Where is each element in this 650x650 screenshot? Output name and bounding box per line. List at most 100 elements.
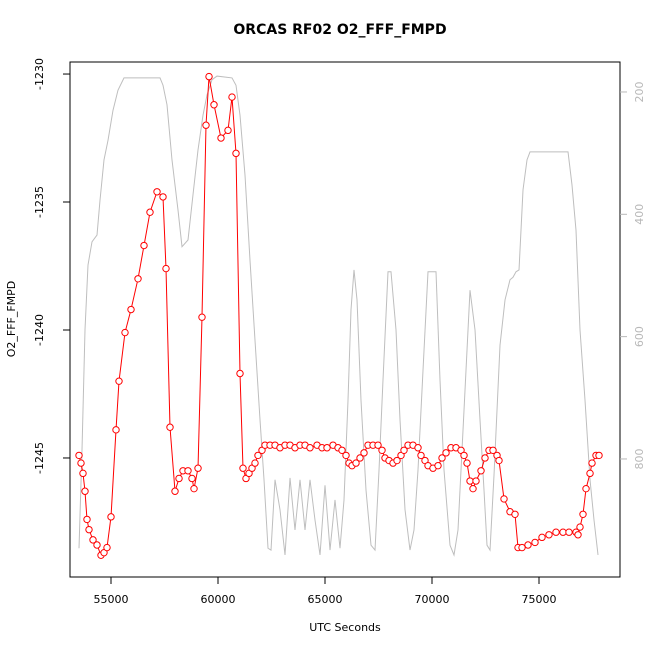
data-point xyxy=(251,459,259,467)
data-point xyxy=(89,536,97,544)
y-tick-label: -1240 xyxy=(33,314,46,346)
data-point xyxy=(393,456,401,465)
data-point xyxy=(460,451,468,460)
data-point xyxy=(85,525,93,534)
data-point xyxy=(159,193,167,201)
data-point xyxy=(552,528,560,536)
data-point xyxy=(531,538,539,547)
data-point xyxy=(75,451,83,460)
data-point xyxy=(356,454,364,462)
data-point xyxy=(175,474,183,483)
data-point xyxy=(202,121,210,129)
data-point xyxy=(374,441,382,449)
data-point xyxy=(417,451,425,460)
data-point xyxy=(306,444,314,452)
series-line xyxy=(78,76,600,557)
data-point xyxy=(545,531,553,539)
data-point xyxy=(239,464,247,472)
data-point xyxy=(228,93,236,101)
y-tick-label: -1230 xyxy=(33,58,46,90)
data-point xyxy=(107,513,115,521)
data-point xyxy=(115,377,123,385)
data-point xyxy=(495,456,503,465)
series-line xyxy=(78,75,599,557)
data-point xyxy=(77,459,85,467)
data-point xyxy=(254,451,262,460)
data-point xyxy=(360,449,368,457)
data-point xyxy=(134,275,142,283)
x-tick-label: 70000 xyxy=(415,593,450,606)
data-point xyxy=(190,484,198,493)
data-point xyxy=(352,459,360,467)
data-point xyxy=(232,149,240,158)
data-point xyxy=(538,533,546,542)
data-point xyxy=(184,467,192,475)
data-point xyxy=(146,208,154,216)
data-point xyxy=(469,484,477,493)
y-axis-label: O2_FFF_FMPD xyxy=(5,281,18,358)
data-point xyxy=(434,461,442,470)
data-point xyxy=(79,469,87,478)
y-tick-label: -1235 xyxy=(33,186,46,218)
data-point xyxy=(338,446,346,454)
data-point xyxy=(121,328,129,337)
data-point xyxy=(162,264,170,273)
data-point xyxy=(127,305,135,314)
data-point xyxy=(414,444,422,452)
data-point xyxy=(576,523,584,531)
data-point xyxy=(400,446,408,454)
data-point xyxy=(342,451,350,460)
data-point xyxy=(83,515,91,524)
data-point xyxy=(582,484,590,493)
data-point xyxy=(442,449,450,457)
data-point xyxy=(224,126,232,135)
data-point xyxy=(518,543,526,552)
data-point xyxy=(477,467,485,475)
x-tick-label: 60000 xyxy=(201,593,236,606)
data-point xyxy=(166,423,174,431)
x-axis-label: UTC Seconds xyxy=(309,621,381,634)
data-point xyxy=(93,541,101,549)
y2-tick-label: 600 xyxy=(633,326,646,347)
data-point xyxy=(574,531,582,539)
data-point xyxy=(588,459,596,467)
data-point xyxy=(481,454,489,462)
data-point xyxy=(579,510,587,518)
y2-tick-label: 800 xyxy=(633,448,646,469)
chart-title: ORCAS RF02 O2_FFF_FMPD xyxy=(233,22,446,38)
x-tick-label: 55000 xyxy=(94,593,129,606)
data-point xyxy=(511,510,519,518)
data-point xyxy=(205,72,213,81)
data-point xyxy=(103,543,111,552)
data-point xyxy=(171,487,179,495)
data-point xyxy=(586,469,594,478)
data-point xyxy=(565,528,573,536)
plot-frame xyxy=(69,61,621,578)
data-point xyxy=(140,241,148,250)
data-point xyxy=(153,188,161,196)
y-tick-label: -1245 xyxy=(33,442,46,474)
data-point xyxy=(438,454,446,462)
y2-tick-label: 400 xyxy=(633,204,646,225)
data-point xyxy=(188,474,196,483)
x-tick-label: 75000 xyxy=(522,593,557,606)
data-point xyxy=(210,101,218,109)
data-point xyxy=(463,459,471,467)
data-point xyxy=(378,446,386,454)
data-point xyxy=(500,495,508,503)
x-tick-label: 65000 xyxy=(308,593,343,606)
y2-tick-label: 200 xyxy=(633,81,646,102)
data-point xyxy=(524,541,532,549)
data-point xyxy=(112,426,120,434)
data-point xyxy=(595,451,603,460)
data-point xyxy=(236,369,244,378)
data-point xyxy=(194,464,202,472)
data-point xyxy=(466,477,474,485)
data-point xyxy=(559,528,567,536)
data-point xyxy=(198,313,206,321)
data-point xyxy=(472,477,480,485)
data-point xyxy=(217,134,225,142)
data-point xyxy=(489,446,497,454)
